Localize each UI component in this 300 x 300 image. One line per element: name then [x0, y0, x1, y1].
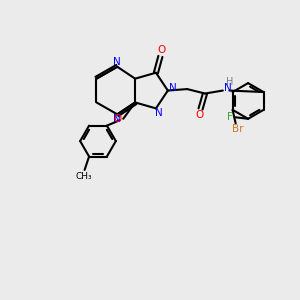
- Text: N: N: [169, 82, 177, 93]
- Text: O: O: [158, 45, 166, 56]
- Text: F: F: [227, 112, 233, 122]
- Text: N: N: [113, 57, 121, 67]
- Text: N: N: [113, 114, 121, 124]
- Text: N: N: [224, 83, 232, 93]
- Text: O: O: [195, 110, 203, 120]
- Text: Br: Br: [232, 124, 244, 134]
- Text: CH₃: CH₃: [75, 172, 92, 181]
- Text: O: O: [114, 114, 122, 124]
- Text: N: N: [155, 108, 163, 118]
- Text: H: H: [226, 77, 233, 87]
